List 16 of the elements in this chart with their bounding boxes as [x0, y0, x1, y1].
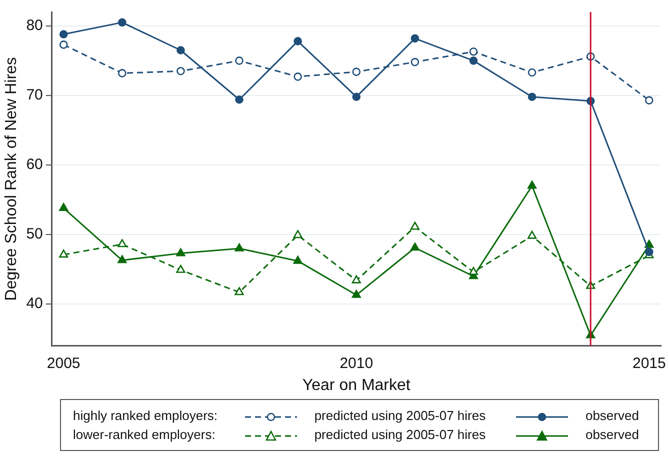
x-tick-label: 2015 — [632, 354, 666, 372]
y-tick-label: 60 — [26, 156, 43, 174]
x-tick-label: 2010 — [340, 354, 374, 372]
legend-label: predicted using 2005-07 hires — [313, 426, 487, 444]
y-tick-label: 40 — [26, 295, 43, 312]
x-axis-title: Year on Market — [302, 376, 411, 394]
legend-label: observed — [584, 407, 640, 425]
legend-label: observed — [584, 426, 640, 444]
y-tick-label: 70 — [26, 86, 43, 104]
y-axis-title: Degree School Rank of New Hires — [3, 57, 20, 301]
text: highly ranked employers: — [72, 407, 219, 425]
x-tick-label: 2005 — [46, 354, 80, 372]
y-tick-label: 50 — [26, 226, 43, 243]
legend-label: predicted using 2005-07 hires — [313, 407, 487, 425]
text: lower-ranked employers: — [72, 426, 216, 444]
y-tick-label: 80 — [26, 17, 43, 34]
